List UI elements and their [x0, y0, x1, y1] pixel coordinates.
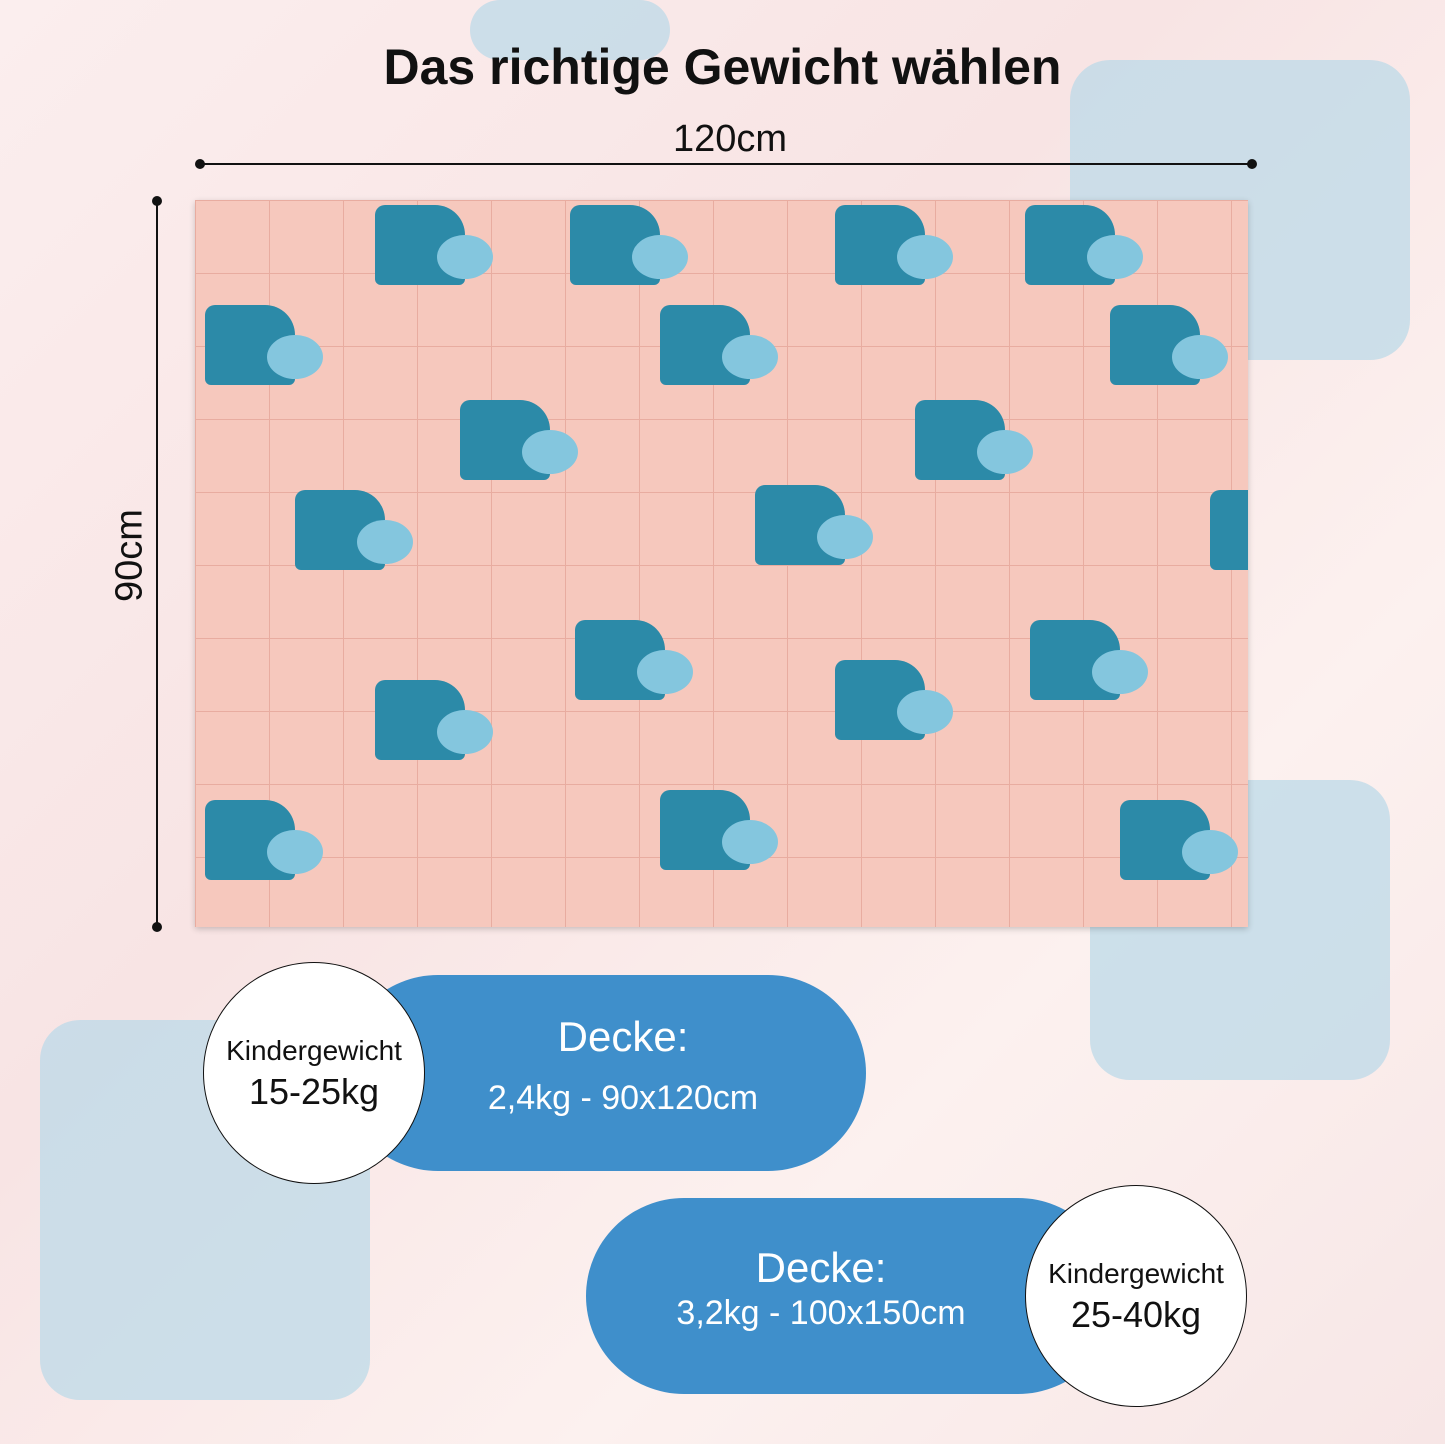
option-1-circle-label: Kindergewicht — [226, 1035, 402, 1066]
option-1-detail: 2,4kg - 90x120cm — [487, 1079, 759, 1117]
width-label: 120cm — [672, 118, 788, 160]
height-line-end — [152, 922, 162, 932]
hippo-print — [1030, 620, 1148, 700]
width-line-start — [195, 159, 205, 169]
hippo-print — [1025, 205, 1143, 285]
hippo-print — [660, 305, 778, 385]
hippo-print — [835, 660, 953, 740]
page-title: Das richtige Gewicht wählen — [383, 39, 1062, 95]
option-2-detail: 3,2kg - 100x150cm — [676, 1294, 966, 1332]
hippo-print — [570, 205, 688, 285]
option-1-pill: Decke: 2,4kg - 90x120cm — [340, 975, 866, 1171]
option-2-circle-value: 25-40kg — [1070, 1294, 1202, 1335]
height-line-start — [152, 196, 162, 206]
hippo-print — [205, 305, 323, 385]
width-dimension-line — [200, 163, 1252, 165]
hippo-print — [915, 400, 1033, 480]
hippo-print — [1210, 490, 1248, 570]
hippo-print — [755, 485, 873, 565]
hippo-print — [660, 790, 778, 870]
height-dimension-line — [156, 201, 158, 927]
height-label: 90cm — [108, 509, 151, 602]
width-line-end — [1247, 159, 1257, 169]
background-hippo — [470, 0, 670, 60]
option-2-circle-label: Kindergewicht — [1048, 1258, 1224, 1289]
hippo-print — [1110, 305, 1228, 385]
option-1-circle-value: 15-25kg — [248, 1071, 380, 1112]
hippo-print — [1120, 800, 1238, 880]
hippo-print — [575, 620, 693, 700]
hippo-print — [460, 400, 578, 480]
option-1-title: Decke: — [557, 1013, 689, 1060]
option-2-circle: Kindergewicht 25-40kg — [1025, 1185, 1247, 1407]
hippo-print — [295, 490, 413, 570]
option-1-circle: Kindergewicht 15-25kg — [203, 962, 425, 1184]
hippo-print — [835, 205, 953, 285]
option-2-title: Decke: — [755, 1244, 887, 1291]
weighted-blanket-image — [195, 200, 1248, 927]
hippo-print — [205, 800, 323, 880]
hippo-print — [375, 680, 493, 760]
hippo-print — [375, 205, 493, 285]
